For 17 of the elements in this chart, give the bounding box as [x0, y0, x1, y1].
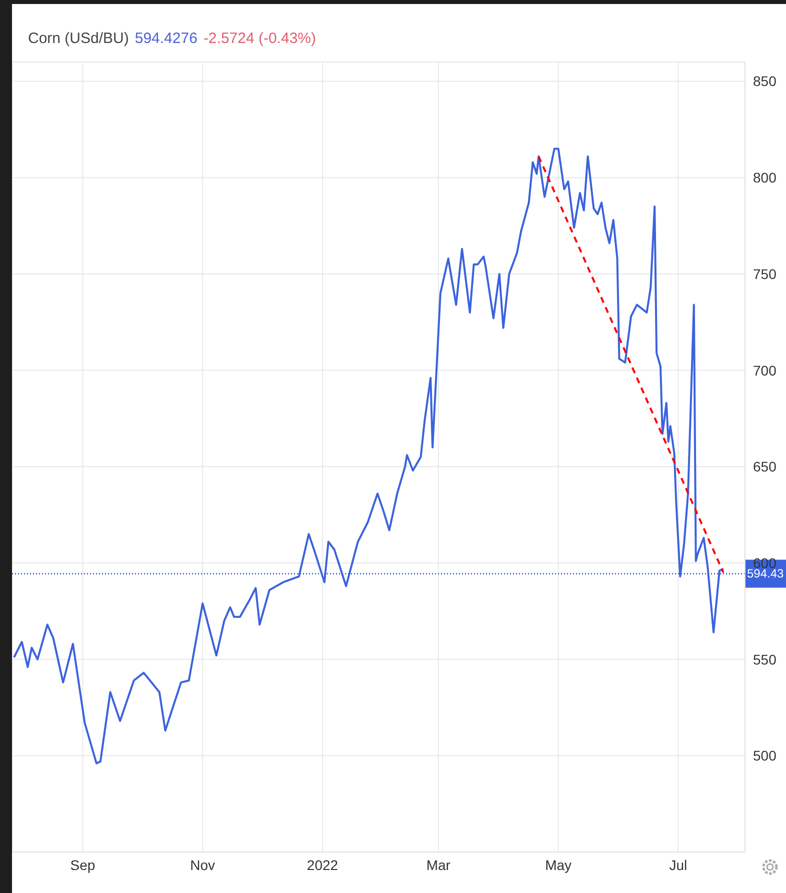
text: 594.4276	[134, 30, 198, 47]
y-tick-label: 500	[753, 748, 777, 764]
y-tick-label: 850	[753, 73, 777, 90]
x-tick-label: May	[545, 856, 572, 873]
x-tick-label: Nov	[190, 856, 216, 873]
x-tick-label: Sep	[70, 856, 96, 873]
chart-title: Corn (USd/BU)	[28, 30, 129, 47]
y-tick-label: 550	[753, 651, 777, 668]
y-tick-label: 700	[753, 362, 777, 378]
ref-line-label: 594.43	[747, 566, 784, 581]
y-tick-label: 750	[753, 266, 777, 282]
y-tick-label: 800	[753, 170, 777, 186]
x-tick-label: Jul	[669, 856, 688, 873]
x-tick-label: Mar	[426, 856, 451, 873]
y-tick-label: 650	[753, 458, 777, 475]
text: -2.5724 (-0.43%)	[203, 30, 316, 47]
x-tick-label: 2022	[306, 856, 338, 873]
